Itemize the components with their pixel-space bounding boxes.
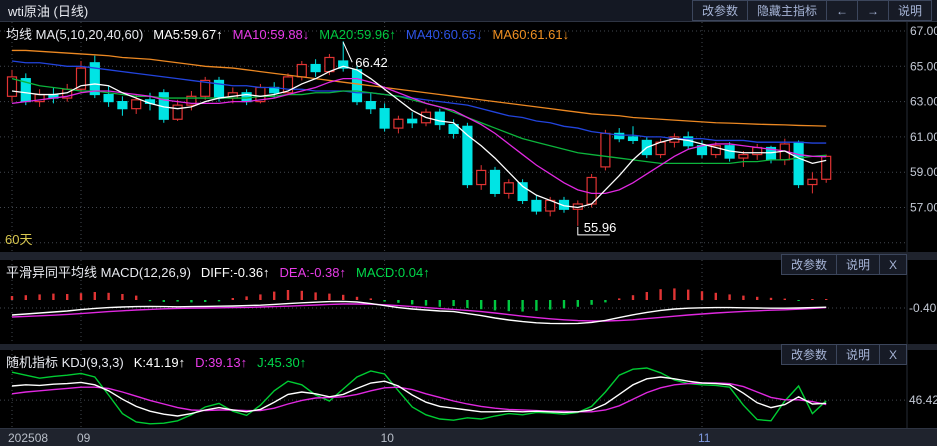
panel-divider bbox=[0, 344, 937, 350]
macd-indicator-row: 平滑异同平均线 MACD(12,26,9) DIFF:-0.36↑ DEA:-0.3… bbox=[6, 262, 440, 281]
arrow-left-icon[interactable]: ← bbox=[825, 1, 857, 20]
arrow-right-icon[interactable]: → bbox=[856, 1, 888, 20]
kdj-panel: 随机指标 KDJ(9,3,3) K:41.19↑ D:39.13↑ J:45.30↑ … bbox=[0, 344, 937, 428]
svg-text:67.00: 67.00 bbox=[910, 24, 937, 38]
indicator-value-label: K:41.19↑ bbox=[133, 355, 186, 370]
x-axis-bar: 202508 09 10 11 bbox=[0, 428, 937, 446]
macd-panel-buttons: 改参数 说明 X bbox=[780, 254, 907, 275]
kdj-chart-canvas[interactable] bbox=[0, 350, 937, 428]
ma-indicator-label: 均线 MA(5,10,20,40,60) bbox=[6, 27, 144, 42]
macd-panel: 平滑异同平均线 MACD(12,26,9) DIFF:-0.36↑ DEA:-0.3… bbox=[0, 254, 937, 344]
header-buttons: 改参数 隐藏主指标 ← → 说明 bbox=[691, 0, 932, 21]
indicator-value-label: MA40:60.65↓ bbox=[405, 27, 483, 42]
macd-axis-label: -0.40 bbox=[909, 301, 937, 315]
period-label: 60天 bbox=[5, 232, 33, 247]
indicator-value-label: J:45.30↑ bbox=[257, 355, 307, 370]
ma-indicator-row: 均线 MA(5,10,20,40,60) MA5:59.67↑ MA10:59.88… bbox=[6, 24, 579, 43]
kdj-indicator-row: 随机指标 KDJ(9,3,3) K:41.19↑ D:39.13↑ J:45.30↑ bbox=[6, 352, 316, 371]
panel-divider bbox=[0, 252, 937, 260]
kdj-panel-buttons: 改参数 说明 X bbox=[780, 344, 907, 365]
macd-close-button[interactable]: X bbox=[878, 255, 906, 274]
svg-text:61.00: 61.00 bbox=[910, 130, 937, 144]
macd-change-params-button[interactable]: 改参数 bbox=[781, 255, 836, 274]
svg-text:59.00: 59.00 bbox=[910, 165, 937, 179]
kdj-help-button[interactable]: 说明 bbox=[835, 345, 879, 364]
indicator-value-label: DEA:-0.38↑ bbox=[279, 265, 347, 280]
svg-text:63.00: 63.00 bbox=[910, 95, 937, 109]
macd-value-labels: DIFF:-0.36↑ DEA:-0.38↑ MACD:0.04↑ bbox=[201, 265, 440, 280]
svg-text:66.42: 66.42 bbox=[355, 55, 388, 70]
indicator-value-label: MA10:59.88↓ bbox=[232, 27, 310, 42]
kdj-value-labels: K:41.19↑ D:39.13↑ J:45.30↑ bbox=[134, 355, 317, 370]
svg-text:55.96: 55.96 bbox=[584, 220, 617, 235]
indicator-value-label: D:39.13↑ bbox=[195, 355, 248, 370]
indicator-value-label: DIFF:-0.36↑ bbox=[200, 265, 270, 280]
x-axis-label: 202508 bbox=[8, 431, 49, 445]
main-chart-canvas[interactable]: 67.00 65.00 63.00 61.00 59.00 57.00 66.42 55.96 bbox=[0, 22, 937, 252]
svg-text:65.00: 65.00 bbox=[910, 59, 937, 73]
indicator-value-label: MACD:0.04↑ bbox=[356, 265, 430, 280]
macd-help-button[interactable]: 说明 bbox=[835, 255, 879, 274]
svg-text:57.00: 57.00 bbox=[910, 201, 937, 215]
indicator-value-label: MA60:61.61↓ bbox=[492, 27, 570, 42]
change-params-button[interactable]: 改参数 bbox=[692, 1, 747, 20]
x-axis-label: 10 bbox=[380, 431, 394, 445]
ma-value-labels: MA5:59.67↑ MA10:59.88↓ MA20:59.96↑ MA40:60.… bbox=[153, 27, 579, 42]
indicator-value-label: MA20:59.96↑ bbox=[319, 27, 396, 42]
kdj-change-params-button[interactable]: 改参数 bbox=[781, 345, 836, 364]
main-chart-panel: 67.00 65.00 63.00 61.00 59.00 57.00 66.42 55.96… bbox=[0, 22, 937, 252]
kdj-close-button[interactable]: X bbox=[878, 345, 906, 364]
chart-title: wti原油 (日线) bbox=[8, 4, 89, 19]
help-button[interactable]: 说明 bbox=[887, 1, 931, 20]
title-bar: wti原油 (日线) 改参数 隐藏主指标 ← → 说明 bbox=[0, 0, 937, 22]
macd-chart-canvas[interactable] bbox=[0, 260, 937, 344]
kdj-axis-label: 46.42 bbox=[909, 393, 937, 407]
x-axis-label: 11 bbox=[698, 431, 711, 445]
indicator-value-label: MA5:59.67↑ bbox=[153, 27, 223, 42]
x-axis-label: 09 bbox=[77, 431, 91, 445]
kdj-indicator-label: 随机指标 KDJ(9,3,3) bbox=[6, 355, 124, 370]
macd-indicator-label: 平滑异同平均线 MACD(12,26,9) bbox=[6, 265, 191, 280]
hide-main-indicator-button[interactable]: 隐藏主指标 bbox=[746, 1, 826, 20]
